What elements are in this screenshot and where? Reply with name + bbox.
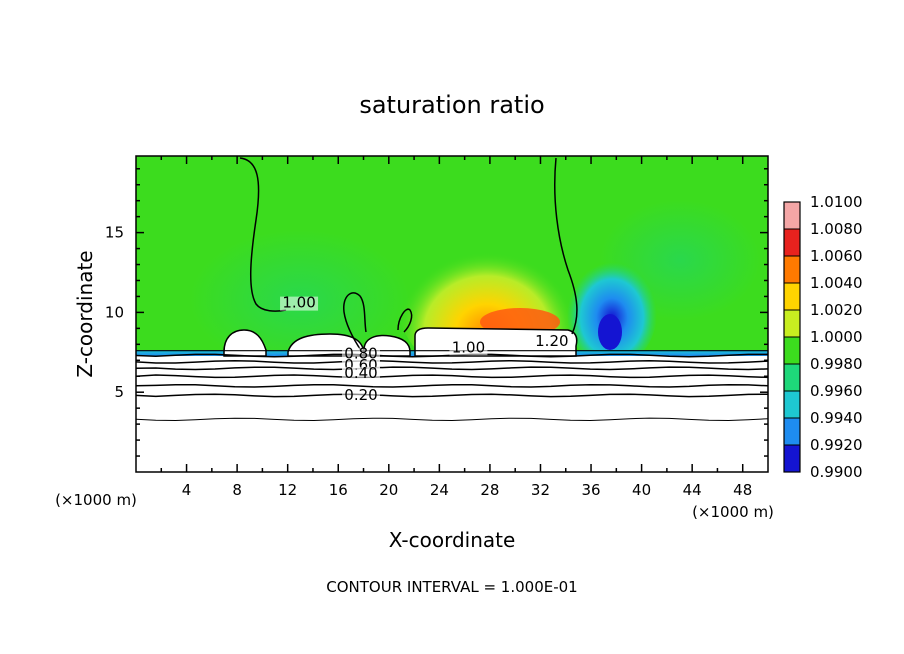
colorbar-label: 0.9940 xyxy=(810,409,863,427)
x-tick-label: 44 xyxy=(683,481,702,499)
contour-labels: 1.001.00 1.200.800.600.400.20 xyxy=(280,294,571,404)
contour-label: 0.20 xyxy=(344,386,377,404)
y-axis-label: Z-coordinate xyxy=(73,250,97,377)
colorbar-label: 1.0040 xyxy=(810,274,863,292)
colorbar-label: 0.9900 xyxy=(810,463,863,481)
plot-area xyxy=(136,156,768,472)
contour-label-bg xyxy=(449,341,488,356)
plot-frame xyxy=(135,155,769,473)
contour-label-bg xyxy=(341,366,380,381)
colorbar-swatch xyxy=(784,202,800,229)
colorbar-swatch xyxy=(784,418,800,445)
x-tick-label: 40 xyxy=(632,481,651,499)
colorbar-label: 1.0100 xyxy=(810,193,863,211)
colorbar-label: 1.0020 xyxy=(810,301,863,319)
contour-label-bg xyxy=(532,334,571,349)
colorbar-swatch xyxy=(784,310,800,337)
contour-label: 0.40 xyxy=(344,364,377,382)
x-tick-label: 24 xyxy=(430,481,449,499)
contour-line-level-4 xyxy=(136,366,768,371)
x-tick-label: 20 xyxy=(379,481,398,499)
x-tick-label: 8 xyxy=(232,481,242,499)
x-unit-label-right: (×1000 m) xyxy=(692,503,774,521)
colorbar-label: 0.9960 xyxy=(810,382,863,400)
contour-label-bg xyxy=(341,389,380,404)
cool-anomaly xyxy=(567,257,657,367)
colorbar-label: 1.0060 xyxy=(810,247,863,265)
contour-interval-note: CONTOUR INTERVAL = 1.000E-01 xyxy=(326,578,577,596)
x-tick-label: 28 xyxy=(480,481,499,499)
lower-region xyxy=(136,356,768,472)
contour-label-bg xyxy=(280,296,319,311)
contour-label-bg xyxy=(341,347,380,362)
colorbar-swatch xyxy=(784,337,800,364)
x-tick-label: 12 xyxy=(278,481,297,499)
colorbar-label: 0.9980 xyxy=(810,355,863,373)
contour-line xyxy=(397,308,413,333)
y-ticks: 5 10 15 xyxy=(105,168,768,457)
x-tick-label: 48 xyxy=(733,481,752,499)
contour-line xyxy=(554,157,578,335)
x-ticks: 4 8 12 16 20 24 28 32 36 40 44 48 xyxy=(160,156,752,499)
x-tick-label: 16 xyxy=(329,481,348,499)
colorbar: 1.0100 1.0080 1.0060 1.0040 1.0020 1.0000 0.99… xyxy=(783,193,863,481)
contour-line-level-3 xyxy=(136,374,768,379)
contour-line-level-5 xyxy=(136,359,768,364)
colorbar-swatch xyxy=(784,283,800,310)
contour-label: 1.00 xyxy=(282,294,315,312)
contour-label: 1.00 xyxy=(452,338,485,356)
x-tick-label: 32 xyxy=(531,481,550,499)
colorbar-swatch xyxy=(784,256,800,283)
cool-anomaly-core xyxy=(598,314,622,350)
x-axis-label: X-coordinate xyxy=(389,528,516,552)
colorbar-swatch xyxy=(784,364,800,391)
x-tick-label: 36 xyxy=(581,481,600,499)
colorbar-swatch xyxy=(784,445,800,472)
colorbar-swatch xyxy=(784,391,800,418)
contour-lines xyxy=(136,157,768,422)
colorbar-label: 1.0000 xyxy=(810,328,863,346)
y-tick-label: 10 xyxy=(105,303,124,321)
x-unit-label-left: (×1000 m) xyxy=(55,491,137,509)
contour-line-level-1 xyxy=(136,393,768,398)
contour-line xyxy=(343,292,367,353)
y-tick-label: 5 xyxy=(114,383,124,401)
contour-line-level-2 xyxy=(136,383,768,388)
y-tick-label: 15 xyxy=(105,224,124,242)
colorbar-label: 1.0080 xyxy=(810,220,863,238)
contour-label: 1.20 xyxy=(535,332,568,350)
chart-title: saturation ratio xyxy=(359,91,544,119)
x-tick-label: 4 xyxy=(182,481,192,499)
cloud-patch xyxy=(223,329,267,357)
colorbar-swatch xyxy=(784,229,800,256)
contour-line xyxy=(239,157,287,312)
contour-line-level-0 xyxy=(136,417,768,422)
contour-label: 0.80 xyxy=(344,345,377,363)
colorbar-label: 0.9920 xyxy=(810,436,863,454)
